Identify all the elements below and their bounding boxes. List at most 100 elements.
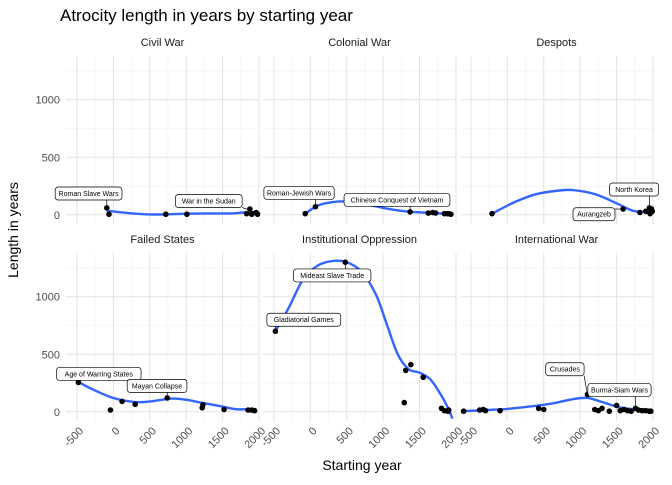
y-tick-label: 1000: [36, 95, 60, 107]
smooth-trend-line: [491, 188, 653, 215]
panel-international-war: International War-500 0 500 1000 1500 2000Cru…: [456, 234, 662, 451]
y-tick-label: 500: [42, 152, 60, 164]
point-annotation: Burma-Siam Wars: [591, 387, 648, 394]
y-tick-label: 500: [42, 349, 60, 361]
panel-civil-war: Civil War 0 500 1000 Roman Slave Wars War in …: [36, 37, 261, 224]
facet-panels: Civil War 0 500 1000 Roman Slave Wars War in …: [36, 37, 663, 451]
point-annotation: Aurangzeb: [577, 212, 611, 219]
data-point: [302, 210, 309, 217]
panel-strip-label: Despots: [536, 37, 577, 49]
data-point: [497, 407, 503, 414]
data-point: [221, 406, 227, 413]
data-point: [606, 408, 613, 415]
label-box: [545, 362, 585, 377]
x-tick-label: -500: [62, 425, 86, 449]
data-point: [408, 361, 414, 368]
data-point: [420, 374, 427, 381]
data-point: [251, 407, 258, 414]
label-box: [587, 383, 652, 397]
panel-colonial-war: Colonial War Roman-Jewish Wars Chinese Con…: [263, 37, 457, 224]
panel-strip-label: Colonial War: [328, 37, 391, 49]
data-point: [425, 210, 432, 216]
x-tick-label: 1000: [564, 425, 590, 451]
data-point: [254, 211, 261, 218]
data-point: [613, 402, 620, 409]
label-box: [609, 182, 659, 197]
data-point: [106, 211, 112, 218]
x-tick-label: 0: [504, 425, 517, 438]
data-point: [637, 209, 643, 216]
x-tick-label: 1000: [170, 425, 196, 451]
label-leader-line: [242, 207, 257, 213]
point-annotation: North Korea: [615, 187, 653, 194]
smooth-trend-line: [77, 380, 256, 411]
data-point: [164, 395, 171, 401]
point-annotation: Gladiatorial Games: [274, 317, 334, 324]
data-point: [460, 408, 467, 415]
panel-strip-label: Civil War: [141, 37, 185, 49]
panel-strip-label: International War: [515, 234, 599, 246]
x-axis-title: Starting year: [322, 457, 402, 473]
x-tick-label: 1500: [600, 425, 626, 451]
x-tick-label: 2000: [636, 425, 662, 451]
panel-strip-label: Institutional Oppression: [302, 234, 417, 246]
point-annotation: Mayan Collapse: [132, 383, 182, 390]
data-point: [432, 210, 439, 216]
data-point: [540, 406, 547, 413]
data-point: [107, 407, 114, 413]
data-point: [648, 408, 654, 415]
data-point: [402, 367, 409, 374]
data-point: [200, 402, 206, 408]
label-box: [126, 379, 188, 393]
data-point: [75, 379, 82, 386]
x-tick-label: 0: [110, 425, 123, 438]
data-point: [448, 211, 454, 218]
x-tick-label: 1500: [403, 425, 429, 451]
data-point: [489, 210, 495, 217]
y-tick-label: 0: [54, 210, 60, 222]
data-point: [401, 399, 408, 406]
point-annotation: Roman-Jewish Wars: [267, 190, 332, 197]
label-box: [174, 194, 243, 208]
label-box: [572, 207, 616, 222]
x-tick-label: 500: [137, 425, 158, 446]
smooth-trend-line: [274, 259, 454, 420]
label-box: [293, 268, 372, 283]
point-annotation: Crusades: [550, 367, 580, 374]
label-box: [266, 312, 342, 327]
data-point: [649, 208, 656, 215]
label-box: [56, 366, 142, 381]
label-box: [54, 186, 123, 201]
x-tick-label: 0: [307, 425, 320, 438]
data-point: [119, 398, 125, 405]
label-box: [343, 192, 451, 207]
data-point: [535, 405, 542, 412]
data-point: [132, 401, 138, 408]
y-tick-label: 0: [54, 407, 60, 419]
data-point: [599, 405, 605, 412]
y-axis-title: Length in years: [5, 182, 21, 278]
data-point: [184, 211, 190, 218]
data-point: [162, 211, 169, 218]
point-annotation: Age of Warring States: [65, 371, 134, 378]
panel-despots: Despots North Korea Aurangzeb: [460, 37, 659, 224]
y-tick-label: 1000: [36, 292, 60, 304]
panel-strip-label: Failed States: [130, 234, 195, 246]
label-leader-line: [583, 375, 588, 395]
data-point: [628, 408, 634, 415]
data-point: [243, 210, 250, 217]
point-annotation: War in the Sudan: [182, 198, 236, 205]
data-point: [642, 208, 649, 215]
smooth-trend-line: [106, 209, 259, 216]
x-tick-label: 1500: [206, 425, 232, 451]
x-tick-label: 500: [334, 425, 355, 446]
data-point: [482, 407, 489, 414]
panel-institutional-oppression: Institutional Oppression-500 0 500 1000 1500…: [259, 234, 465, 451]
point-annotation: Roman Slave Wars: [59, 191, 120, 198]
data-point: [445, 407, 452, 413]
data-point: [248, 211, 255, 218]
point-annotation: Mideast Slave Trade: [300, 273, 364, 280]
label-box: [263, 186, 335, 200]
